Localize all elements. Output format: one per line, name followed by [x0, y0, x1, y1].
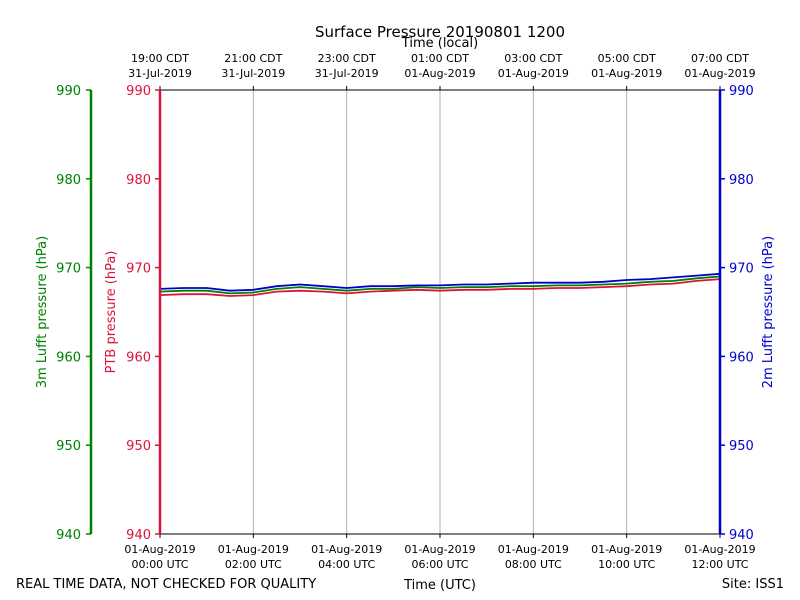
ptb-tick-label: 940: [126, 528, 151, 543]
y-label-ptb: PTB pressure (hPa): [104, 251, 119, 374]
chart-title: Surface Pressure 20190801 1200: [315, 23, 565, 41]
bottom-tick-date: 01-Aug-2019: [684, 543, 755, 556]
lufft-3m-tick-label: 950: [56, 439, 81, 454]
series-lines: [159, 272, 721, 297]
top-tick-date: 31-Jul-2019: [315, 67, 379, 80]
top-axis-label: Time (local): [401, 36, 478, 51]
ptb-tick-label: 960: [126, 350, 151, 365]
bottom-tick-time: 06:00 UTC: [411, 558, 468, 571]
bottom-tick-date: 01-Aug-2019: [218, 543, 289, 556]
quality-note: REAL TIME DATA, NOT CHECKED FOR QUALITY: [16, 577, 316, 592]
top-tick-time: 23:00 CDT: [318, 52, 376, 65]
top-tick-time: 05:00 CDT: [598, 52, 656, 65]
top-tick-date: 31-Jul-2019: [221, 67, 285, 80]
bottom-tick-time: 02:00 UTC: [225, 558, 282, 571]
top-tick-date: 31-Jul-2019: [128, 67, 192, 80]
lufft-2m-tick-label: 950: [729, 439, 754, 454]
lufft-2m-tick-label: 980: [729, 173, 754, 188]
lufft-3m-tick-label: 990: [56, 84, 81, 99]
ptb-tick-label: 980: [126, 173, 151, 188]
y-label-2m-lufft: 2m Lufft pressure (hPa): [761, 236, 776, 388]
top-tick-time: 01:00 CDT: [411, 52, 469, 65]
lufft-2m-tick-label: 940: [729, 528, 754, 543]
lufft-2m-tick-label: 990: [729, 84, 754, 99]
bottom-tick-date: 01-Aug-2019: [311, 543, 382, 556]
gridlines: [252, 90, 628, 534]
lufft-3m-tick-label: 940: [56, 528, 81, 543]
lufft-2m-tick-label: 970: [729, 262, 754, 277]
series-line-2m-lufft-pressure: [159, 272, 721, 292]
ptb-tick-label: 970: [126, 262, 151, 277]
bottom-tick-time: 10:00 UTC: [598, 558, 655, 571]
bottom-tick-date: 01-Aug-2019: [404, 543, 475, 556]
x-axis-label: Time (UTC): [403, 578, 476, 593]
lufft-3m-tick-label: 970: [56, 262, 81, 277]
series-line-3m-lufft-pressure: [159, 275, 721, 295]
bottom-tick-time: 04:00 UTC: [318, 558, 375, 571]
bottom-tick-time: 12:00 UTC: [691, 558, 748, 571]
bottom-tick-time: 00:00 UTC: [131, 558, 188, 571]
series-line-ptb-pressure: [159, 278, 721, 297]
lufft-3m-tick-label: 980: [56, 173, 81, 188]
site-label: Site: ISS1: [722, 577, 784, 592]
lufft-3m-tick-label: 960: [56, 350, 81, 365]
top-tick-date: 01-Aug-2019: [591, 67, 662, 80]
top-tick-time: 03:00 CDT: [504, 52, 562, 65]
bottom-tick-date: 01-Aug-2019: [498, 543, 569, 556]
top-tick-date: 01-Aug-2019: [404, 67, 475, 80]
lufft-2m-tick-label: 960: [729, 350, 754, 365]
top-tick-time: 07:00 CDT: [691, 52, 749, 65]
bottom-tick-date: 01-Aug-2019: [591, 543, 662, 556]
plot-frame: [89, 89, 722, 535]
ptb-tick-label: 990: [126, 84, 151, 99]
top-tick-date: 01-Aug-2019: [498, 67, 569, 80]
top-tick-time: 21:00 CDT: [224, 52, 282, 65]
axis-ticks: 01-Aug-2019 00:00 UTC 01-Aug-2019 02:00 UTC…: [56, 52, 755, 571]
bottom-tick-time: 08:00 UTC: [505, 558, 562, 571]
top-tick-date: 01-Aug-2019: [684, 67, 755, 80]
bottom-tick-date: 01-Aug-2019: [124, 543, 195, 556]
top-tick-time: 19:00 CDT: [131, 52, 189, 65]
ptb-tick-label: 950: [126, 439, 151, 454]
y-label-3m-lufft: 3m Lufft pressure (hPa): [35, 236, 50, 388]
